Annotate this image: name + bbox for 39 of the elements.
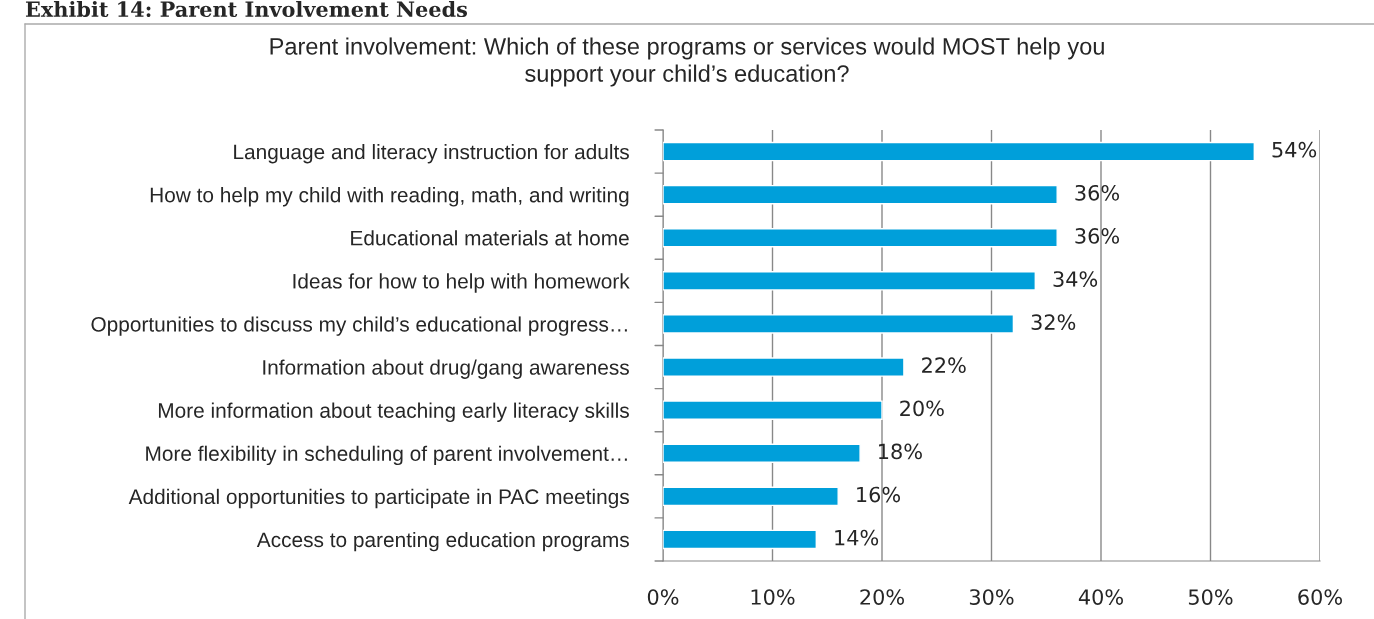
bar [663,443,861,463]
data-label: 16% [857,486,901,503]
x-tick-label: 60% [1298,589,1342,605]
data-label: 18% [879,443,922,460]
chart-title: Parent involvement: Which of these programs or services would MOST help you support your child’s education? [270,37,1104,87]
data-label: 36% [1075,228,1120,244]
bar [663,400,883,420]
data-label: 20% [900,400,944,417]
x-tick-label: 0% [647,589,679,605]
y-tick-label: Access to parenting education programs [256,531,629,552]
y-tick-label: Language and literacy instruction for adults [234,144,629,164]
bar [663,271,1036,291]
x-tick-label: 10% [751,589,795,605]
x-tick-label: 50% [1188,589,1233,605]
bar [663,529,817,550]
y-tick-label: More flexibility in scheduling of parent involvement… [146,445,627,466]
data-label: 14% [835,529,879,546]
text: Exhibit 14: Parent Involvement Needs [25,0,468,18]
data-label: 54% [1272,141,1317,158]
y-tick-label: Ideas for how to help with homework [293,273,630,293]
y-tick-label: Educational materials at home [351,230,629,246]
y-tick-label: How to help my child with reading, math, and writing [150,187,629,207]
data-label: 22% [922,357,966,374]
bar [663,228,1058,248]
bar [663,184,1058,205]
y-tick-label: Opportunities to discuss my child’s educational progress… [91,316,627,336]
y-tick-label: Additional opportunities to participate in PAC meetings [128,488,629,509]
y-tick-label: Information about drug/gang awareness [263,359,629,379]
x-tick-label: 30% [969,589,1014,605]
bar [663,141,1255,162]
data-label: 36% [1075,184,1120,201]
data-label: 32% [1031,314,1076,330]
y-tick-label: More information about teaching early literacy skills [158,402,629,423]
x-tick-label: 40% [1078,589,1123,605]
bar [663,314,1015,334]
data-label: 34% [1053,271,1098,287]
bar [663,486,839,507]
x-tick-label: 20% [860,589,904,605]
bar [663,357,905,377]
